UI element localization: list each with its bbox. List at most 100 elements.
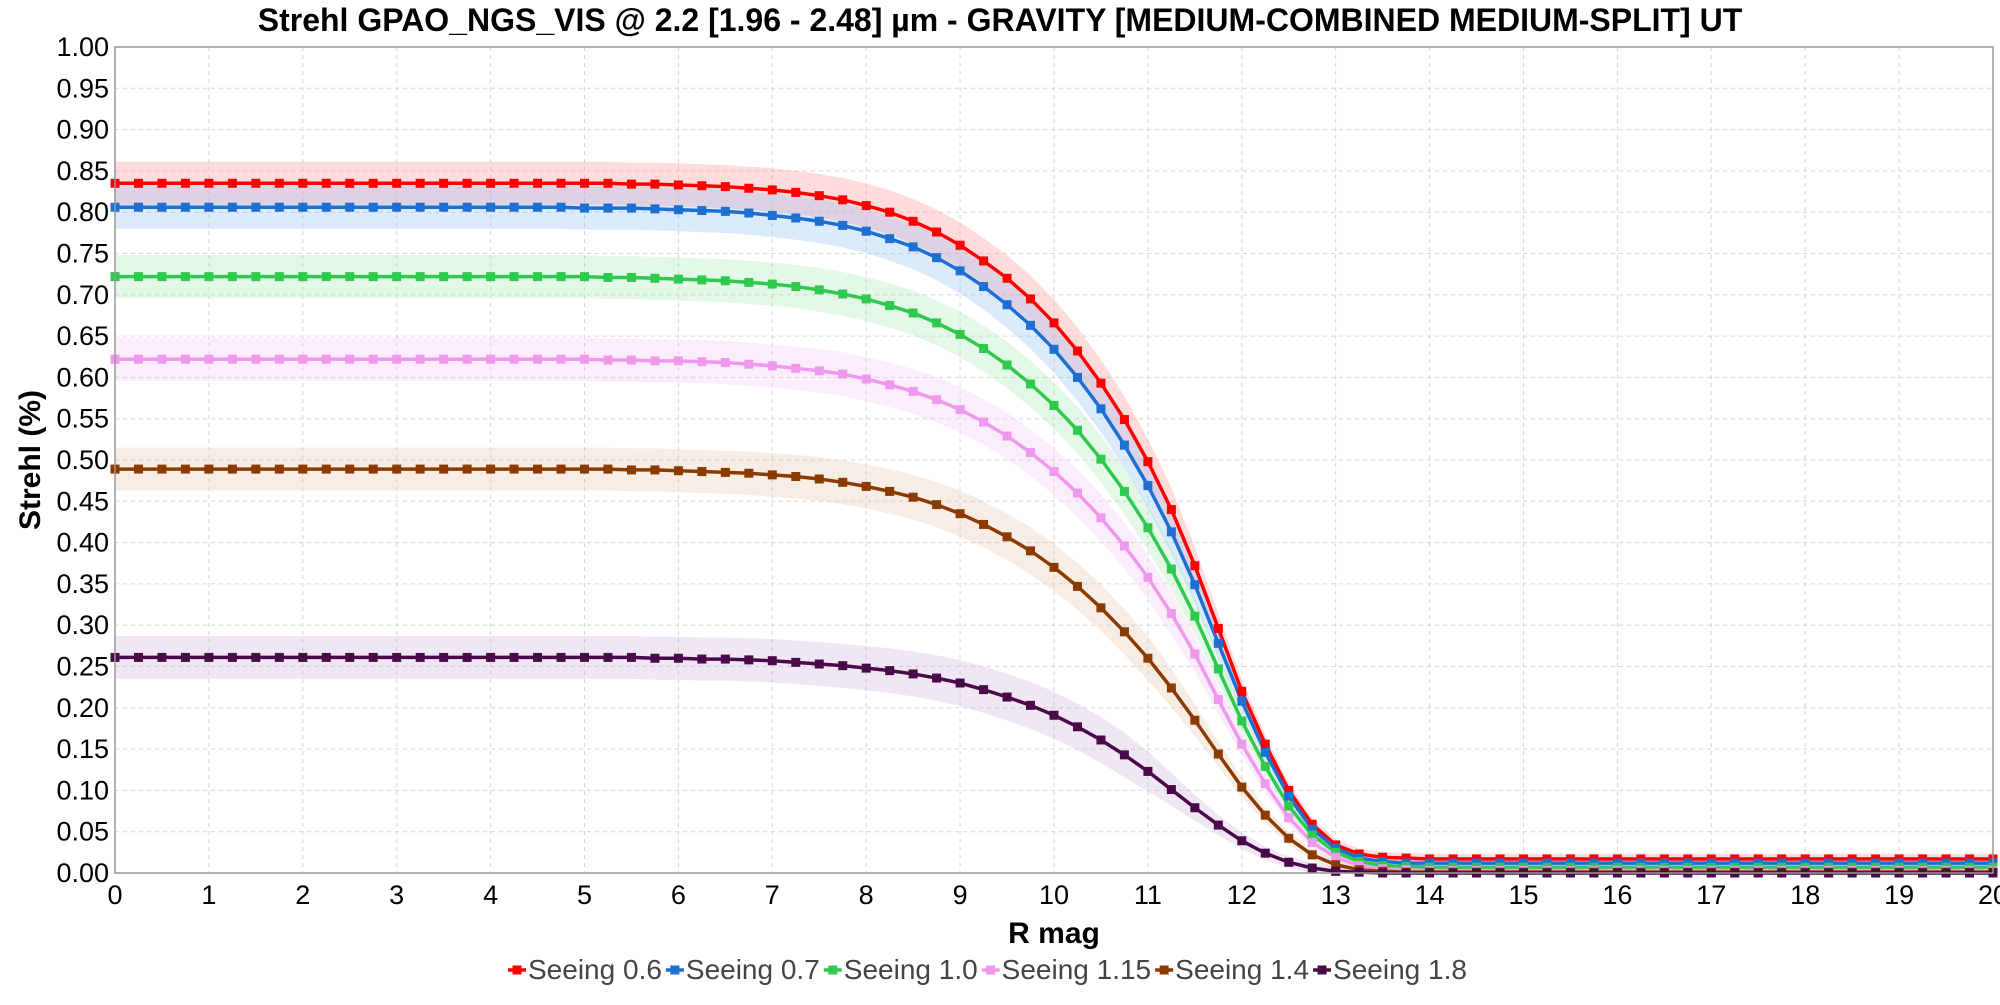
data-point bbox=[1096, 735, 1106, 745]
data-point bbox=[580, 464, 589, 474]
legend-item: Seeing 1.0 bbox=[823, 954, 978, 985]
data-point bbox=[251, 354, 261, 364]
data-point bbox=[767, 185, 777, 195]
legend-label: Seeing 0.7 bbox=[686, 954, 820, 985]
data-point bbox=[368, 272, 378, 282]
data-point bbox=[251, 652, 261, 662]
data-point bbox=[392, 202, 402, 212]
data-point bbox=[814, 216, 824, 226]
data-point bbox=[1190, 561, 1200, 571]
data-point bbox=[133, 652, 143, 662]
data-point bbox=[1331, 866, 1341, 876]
data-point bbox=[744, 655, 754, 665]
data-point bbox=[791, 187, 801, 197]
data-point bbox=[251, 272, 261, 282]
data-point bbox=[791, 282, 801, 292]
data-point bbox=[415, 464, 425, 474]
data-point bbox=[321, 652, 331, 662]
data-point bbox=[180, 178, 190, 188]
data-point bbox=[180, 202, 190, 212]
data-point bbox=[838, 195, 848, 205]
data-point bbox=[1143, 653, 1153, 663]
data-point bbox=[791, 472, 801, 482]
data-point bbox=[744, 277, 754, 287]
data-point bbox=[486, 354, 496, 364]
data-point bbox=[1237, 696, 1247, 706]
data-point bbox=[720, 276, 730, 286]
data-point bbox=[321, 178, 331, 188]
y-tick-label: 0.90 bbox=[56, 115, 109, 145]
y-tick-label: 0.20 bbox=[56, 693, 109, 723]
data-point bbox=[251, 202, 261, 212]
data-point bbox=[720, 467, 730, 477]
data-point bbox=[955, 329, 965, 339]
data-point bbox=[932, 500, 942, 510]
data-point bbox=[1307, 837, 1317, 847]
data-point bbox=[274, 272, 284, 282]
data-point bbox=[1166, 785, 1176, 795]
data-point bbox=[1143, 766, 1153, 776]
data-point bbox=[509, 354, 519, 364]
data-point bbox=[1143, 481, 1153, 491]
data-point bbox=[767, 211, 777, 221]
data-point bbox=[626, 652, 636, 662]
uncertainty-bands bbox=[115, 161, 1993, 873]
data-point bbox=[1331, 860, 1341, 870]
data-point bbox=[979, 343, 989, 353]
data-point bbox=[814, 366, 824, 376]
data-point bbox=[1049, 344, 1059, 354]
data-point bbox=[720, 182, 730, 192]
series-markers bbox=[110, 178, 1998, 878]
data-point bbox=[1002, 431, 1012, 441]
data-point bbox=[1049, 710, 1059, 720]
data-point bbox=[1026, 379, 1036, 389]
data-point bbox=[509, 202, 519, 212]
data-point bbox=[439, 202, 449, 212]
data-point bbox=[1307, 863, 1317, 873]
data-point bbox=[368, 354, 378, 364]
data-point bbox=[439, 272, 449, 282]
data-point bbox=[697, 275, 707, 285]
data-point bbox=[673, 653, 683, 663]
data-point bbox=[274, 178, 284, 188]
data-point bbox=[626, 203, 636, 213]
data-point bbox=[580, 354, 589, 364]
x-tick-label: 12 bbox=[1227, 880, 1257, 910]
data-point bbox=[626, 465, 636, 475]
data-point bbox=[345, 272, 355, 282]
data-point bbox=[1096, 513, 1106, 523]
data-point bbox=[439, 178, 449, 188]
data-point bbox=[227, 652, 237, 662]
data-point bbox=[1284, 813, 1294, 823]
legend-swatch-marker bbox=[1317, 965, 1327, 975]
legend-swatch-marker bbox=[670, 965, 680, 975]
data-point bbox=[1237, 716, 1247, 726]
data-point bbox=[885, 486, 895, 496]
x-tick-label: 0 bbox=[107, 880, 122, 910]
data-point bbox=[1049, 318, 1059, 328]
data-point bbox=[1072, 722, 1082, 732]
data-point bbox=[861, 201, 871, 211]
data-point bbox=[556, 202, 566, 212]
data-point bbox=[861, 374, 871, 384]
legend-label: Seeing 0.6 bbox=[528, 954, 662, 985]
data-point bbox=[204, 652, 214, 662]
data-point bbox=[603, 464, 613, 474]
data-point bbox=[204, 464, 214, 474]
data-point bbox=[486, 652, 496, 662]
data-point bbox=[1331, 852, 1341, 862]
data-point bbox=[908, 216, 918, 226]
data-point bbox=[861, 481, 871, 491]
data-point bbox=[392, 178, 402, 188]
data-point bbox=[1354, 867, 1364, 877]
data-point bbox=[1166, 609, 1176, 619]
data-point bbox=[1072, 346, 1082, 356]
data-point bbox=[462, 272, 472, 282]
data-point bbox=[1002, 300, 1012, 310]
x-tick-label: 9 bbox=[953, 880, 968, 910]
data-point bbox=[533, 464, 543, 474]
data-point bbox=[814, 191, 824, 201]
legend-item: Seeing 1.4 bbox=[1155, 954, 1309, 985]
data-point bbox=[298, 464, 308, 474]
